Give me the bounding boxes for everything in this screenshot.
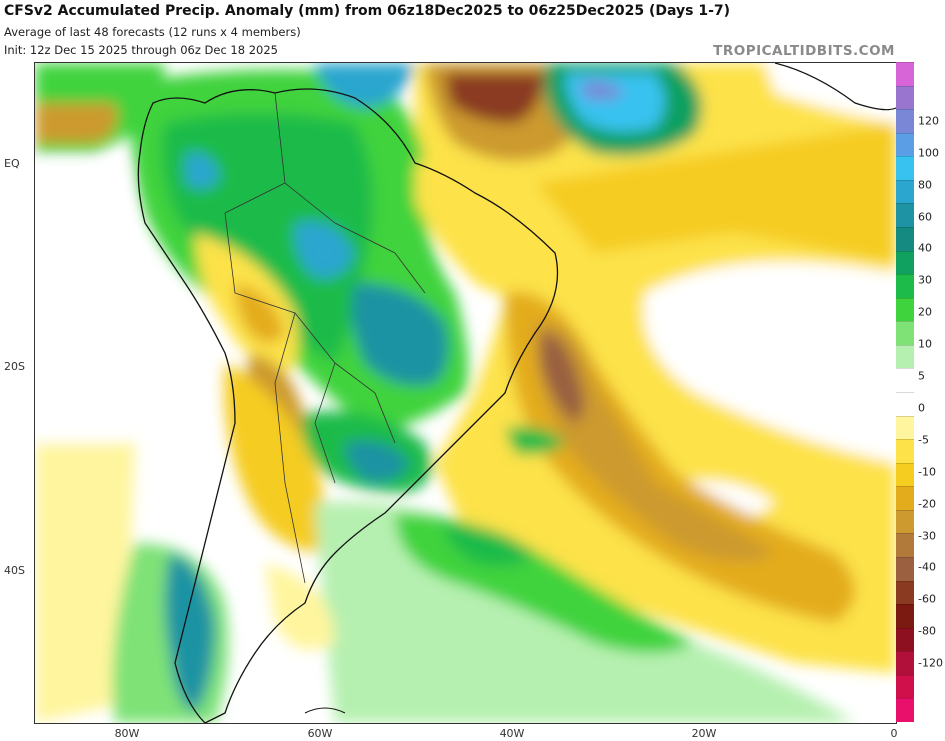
colorbar-swatch	[896, 85, 914, 110]
lon-label-40w: 40W	[499, 727, 525, 740]
map-title: CFSv2 Accumulated Precip. Anomaly (mm) f…	[4, 3, 731, 19]
colorbar-label: 20	[918, 305, 932, 319]
lon-label-20w: 20W	[691, 727, 717, 740]
colorbar-label: 100	[918, 146, 939, 160]
colorbar-swatch	[896, 392, 914, 417]
colorbar-label: 80	[918, 178, 932, 192]
colorbar-label: -80	[918, 624, 936, 638]
colorbar-swatch	[896, 415, 914, 440]
colorbar-swatch	[896, 179, 914, 204]
colorbar-swatch	[896, 250, 914, 275]
colorbar-swatch	[896, 651, 914, 676]
country-borders	[224, 92, 426, 584]
south-america-coastline	[137, 88, 559, 723]
colorbar-swatch	[896, 486, 914, 511]
colorbar-swatch	[896, 109, 914, 134]
lat-label-20s: 20S	[4, 360, 25, 373]
colorbar-label: 30	[918, 273, 932, 287]
colorbar-label: 0	[918, 401, 925, 415]
colorbar-swatch	[896, 509, 914, 534]
colorbar-label: -120	[918, 656, 943, 670]
colorbar-label: 60	[918, 210, 932, 224]
colorbar-swatch	[896, 156, 914, 181]
map-area[interactable]	[34, 62, 897, 724]
colorbar-swatch	[896, 627, 914, 652]
colorbar-swatch	[896, 462, 914, 487]
colorbar-swatch	[896, 227, 914, 252]
colorbar-label: 40	[918, 241, 932, 255]
colorbar-swatch	[896, 533, 914, 558]
colorbar-label: 120	[918, 114, 939, 128]
colorbar	[896, 62, 914, 723]
colorbar-swatch	[896, 604, 914, 629]
colorbar-swatch	[896, 274, 914, 299]
map-subtitle: Average of last 48 forecasts (12 runs x …	[4, 25, 301, 39]
lon-label-80w: 80W	[114, 727, 140, 740]
colorbar-swatch	[896, 698, 914, 723]
colorbar-swatch	[896, 344, 914, 369]
colorbar-swatch	[896, 203, 914, 228]
colorbar-label: -60	[918, 592, 936, 606]
lat-label-40s: 40S	[4, 564, 25, 577]
colorbar-label: -10	[918, 465, 936, 479]
colorbar-swatch	[896, 321, 914, 346]
colorbar-label: -5	[918, 433, 929, 447]
colorbar-swatch	[896, 580, 914, 605]
colorbar-label: -40	[918, 560, 936, 574]
lon-label-60w: 60W	[307, 727, 333, 740]
colorbar-label: -30	[918, 529, 936, 542]
colorbar-swatch	[896, 674, 914, 699]
brand-watermark: TROPICALTIDBITS.COM	[713, 43, 895, 59]
colorbar-swatch	[896, 62, 914, 87]
init-line: Init: 12z Dec 15 2025 through 06z Dec 18…	[4, 43, 278, 57]
africa-coastline	[774, 63, 896, 111]
colorbar-swatch	[896, 132, 914, 157]
colorbar-label: 5	[918, 369, 925, 383]
colorbar-swatch	[896, 439, 914, 464]
anomaly-field	[35, 63, 896, 723]
colorbar-swatch	[896, 297, 914, 322]
colorbar-swatch	[896, 368, 914, 393]
colorbar-label: -20	[918, 497, 936, 511]
lat-label-eq: EQ	[4, 157, 20, 170]
colorbar-swatch	[896, 557, 914, 582]
colorbar-label: 10	[918, 337, 932, 351]
lon-label-0: 0	[890, 727, 898, 740]
